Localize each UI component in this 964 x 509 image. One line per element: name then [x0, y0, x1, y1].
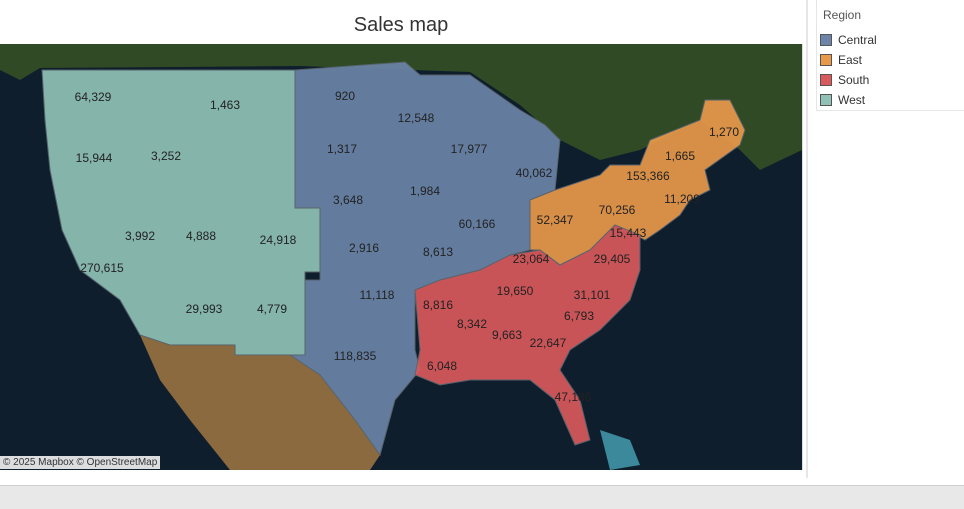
map: 920 12,548 1,317 17,977 40,062 3,648 1,984 60,1…	[0, 44, 803, 470]
state-value: 22,647	[530, 336, 567, 350]
legend: Region Central East South West	[816, 0, 964, 111]
state-value: 1,317	[327, 142, 357, 156]
state-value: 52,347	[537, 213, 574, 227]
attribution: © 2025 Mapbox © OpenStreetMap	[0, 456, 161, 469]
bahamas	[600, 430, 640, 470]
state-value: 3,992	[125, 229, 155, 243]
state-value: 1,665	[665, 149, 695, 163]
state-value: 24,918	[260, 233, 297, 247]
state-value: 19,650	[497, 284, 534, 298]
title: Sales map	[353, 14, 449, 36]
state-value: 6,048	[427, 359, 457, 373]
legend-label: East	[838, 53, 863, 67]
legend-swatch	[820, 94, 832, 106]
state-value: 8,816	[423, 298, 453, 312]
state-value: 15,443	[610, 226, 647, 240]
state-value: 47,186	[555, 390, 592, 404]
region-area	[414, 224, 641, 446]
state-value: 29,405	[594, 252, 631, 266]
state-value: 153,366	[626, 169, 670, 183]
state-value: 29,993	[186, 302, 223, 316]
state-value: 12,548	[398, 111, 435, 125]
map-canvas: 920 12,548 1,317 17,977 40,062 3,648 1,984 60,1…	[0, 44, 802, 470]
legend-label: South	[838, 73, 870, 87]
status-bar	[0, 485, 964, 509]
state-value: 1,270	[709, 125, 739, 139]
state-value: 4,888	[186, 229, 216, 243]
legend-item: South	[817, 70, 964, 90]
divider	[806, 0, 808, 478]
legend-label: Central	[838, 33, 877, 47]
legend-item: West	[817, 90, 964, 110]
state-value: 2,916	[349, 241, 379, 255]
state-value: 15,944	[76, 151, 113, 165]
state-value: 270,615	[80, 261, 124, 275]
state-value: 3,648	[333, 193, 363, 207]
state-value: 1,463	[210, 98, 240, 112]
state-value: 17,977	[451, 142, 488, 156]
canada	[0, 44, 802, 170]
legend-swatch	[820, 74, 832, 86]
legend-item: East	[817, 50, 964, 70]
legend-item: Central	[817, 30, 964, 50]
state-value: 4,779	[257, 302, 287, 316]
legend-title: Region	[823, 8, 862, 22]
state-value: 11,209	[664, 192, 700, 206]
state-value: 64,329	[75, 90, 112, 104]
state-value: 60,166	[459, 217, 496, 231]
state-value: 11,118	[360, 288, 395, 302]
legend-swatch	[820, 54, 832, 66]
legend-label: West	[838, 93, 866, 107]
state-value: 8,613	[423, 245, 453, 259]
state-value: 70,256	[599, 203, 636, 217]
state-value: 9,663	[492, 328, 522, 342]
state-value: 920	[335, 89, 355, 103]
state-value: 23,064	[513, 252, 550, 266]
state-value: 1,984	[410, 184, 440, 198]
state-value: 8,342	[457, 317, 487, 331]
legend-swatch	[820, 34, 832, 46]
state-value: 118,835	[334, 349, 377, 363]
state-value: 40,062	[516, 166, 553, 180]
state-value: 3,252	[151, 149, 181, 163]
region-area	[41, 69, 321, 356]
mexico	[140, 335, 380, 470]
state-value: 6,793	[564, 309, 594, 323]
state-value: 31,101	[574, 288, 611, 302]
